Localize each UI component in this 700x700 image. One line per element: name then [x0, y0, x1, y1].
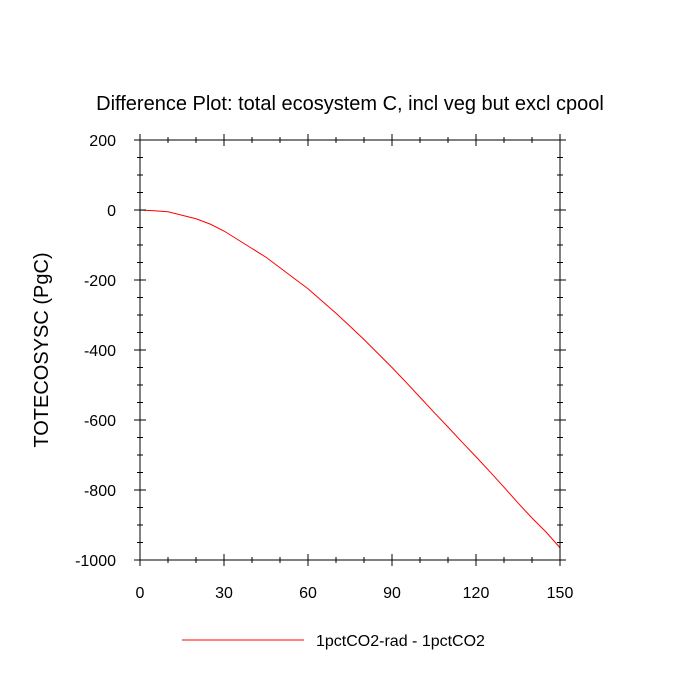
- legend-label: 1pctCO2-rad - 1pctCO2: [316, 633, 485, 650]
- x-tick-label: 0: [136, 585, 145, 602]
- y-tick-label: -600: [84, 413, 116, 430]
- y-tick-label: -200: [84, 273, 116, 290]
- legend: 1pctCO2-rad - 1pctCO2: [182, 633, 485, 650]
- y-tick-label: -1000: [75, 553, 116, 570]
- y-tick-label: 200: [89, 133, 116, 150]
- y-tick-label: -800: [84, 483, 116, 500]
- series-line: [139, 209, 561, 549]
- y-axis-title: TOTECOSYSC (PgC): [31, 252, 53, 447]
- x-tick-label: 150: [547, 585, 574, 602]
- x-tick-label: 90: [383, 585, 401, 602]
- plot-frame: [139, 139, 561, 561]
- x-tick-label: 60: [299, 585, 317, 602]
- x-tick-label: 120: [463, 585, 490, 602]
- y-tick-label: 0: [107, 203, 116, 220]
- x-tick-label: 30: [215, 585, 233, 602]
- chart-title: Difference Plot: total ecosystem C, incl…: [96, 93, 604, 115]
- y-tick-label: -400: [84, 343, 116, 360]
- plot-area: 200 0 -200 -400 -600 -800 -1000 0 30 60 90 120 150: [75, 133, 573, 602]
